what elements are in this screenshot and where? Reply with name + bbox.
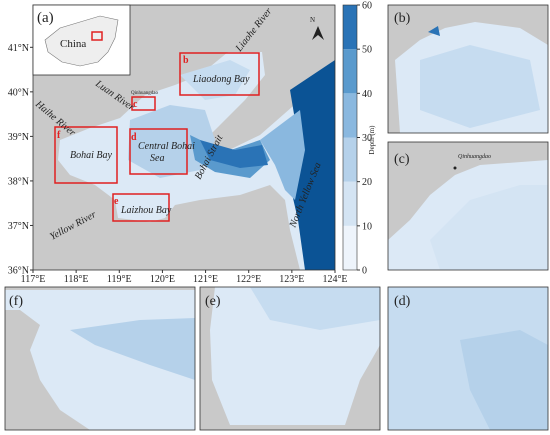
north-arrow	[312, 26, 324, 40]
panel-label: (f)	[9, 294, 23, 309]
colorbar-tick-label: 20	[362, 177, 372, 188]
panel-label: (d)	[394, 294, 411, 309]
colorbar-band	[343, 49, 357, 94]
inset-box	[91, 31, 103, 41]
panel-label: (e)	[205, 294, 221, 309]
region-name: Sea	[150, 153, 164, 164]
place-label: Qinhuangdao	[458, 154, 491, 160]
lon-tick-label: 122°E	[236, 274, 261, 285]
colorbar-band	[343, 5, 357, 50]
colorbar-tick-label: 0	[362, 266, 367, 277]
lon-tick-label: 123°E	[279, 274, 304, 285]
region-box	[112, 193, 170, 222]
region-name: Central Bohai	[138, 141, 195, 152]
colorbar-band	[343, 225, 357, 270]
region-box	[129, 128, 188, 175]
lat-tick-label: 37°N	[8, 221, 29, 232]
colorbar-tick-label: 30	[362, 133, 372, 144]
region-name: Liaodong Bay	[192, 74, 250, 85]
panel-label: (a)	[37, 10, 54, 26]
lat-tick-label: 38°N	[8, 176, 29, 187]
map-frame	[32, 4, 336, 271]
lat-tick-label: 41°N	[8, 43, 29, 54]
lon-tick-label: 121°E	[193, 274, 218, 285]
region-box	[131, 96, 156, 111]
region-letter: f	[57, 130, 61, 141]
lat-tick-label: 39°N	[8, 132, 29, 143]
colorbar-label: Depth (m)	[368, 125, 376, 155]
panel-label: (b)	[394, 11, 411, 26]
lon-tick-label: 124°E	[322, 274, 347, 285]
region-letter: e	[114, 196, 119, 207]
colorbar-tick-label: 50	[362, 45, 372, 56]
lon-tick-label: 117°E	[21, 274, 46, 285]
region-letter: b	[183, 55, 189, 66]
panel-b: (b)	[387, 4, 549, 134]
north-label: N	[310, 16, 315, 24]
lon-tick-label: 119°E	[107, 274, 132, 285]
colorbar-tick-label: 60	[362, 1, 372, 12]
region-box	[54, 126, 118, 184]
lon-tick-label: 118°E	[64, 274, 89, 285]
china-outline	[44, 15, 119, 67]
panel-label: (c)	[394, 152, 410, 167]
panel-c: (c) Qinhuangdao	[387, 141, 549, 271]
colorbar-band	[343, 181, 357, 226]
main-map	[33, 5, 335, 270]
region-letter: d	[131, 132, 137, 143]
region-name: Laizhou Bay	[120, 205, 172, 216]
region-name: Qinhuangdao	[131, 91, 158, 96]
colorbar-band	[343, 137, 357, 182]
colorbar-band	[343, 93, 357, 138]
panel-f: (f)	[4, 286, 196, 431]
panel-e: (e)	[199, 286, 381, 431]
lat-tick-label: 40°N	[8, 87, 29, 98]
lon-tick-label: 120°E	[150, 274, 175, 285]
inset-label: China	[60, 38, 86, 50]
region-box	[179, 52, 260, 96]
colorbar-tick-label: 10	[362, 221, 372, 232]
colorbar-tick-label: 40	[362, 89, 372, 100]
panel-d: (d)	[387, 286, 549, 431]
lat-tick-label: 36°N	[8, 266, 29, 277]
region-letter: c	[133, 99, 138, 110]
region-name: Bohai Bay	[70, 150, 112, 161]
